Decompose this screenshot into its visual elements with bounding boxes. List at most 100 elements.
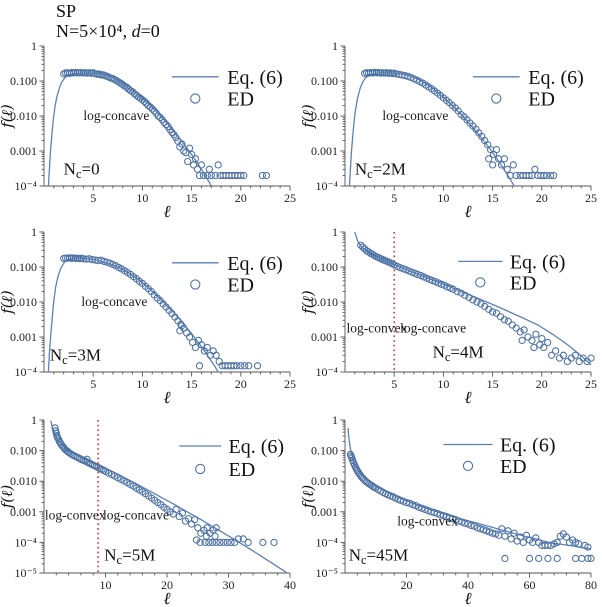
y-tick-label: 0.001 [311,330,338,344]
figure-header: SP N=5×10⁴, d=0 [56,1,160,41]
ed-point [473,524,481,532]
ed-point [458,518,466,526]
legend-eq6-label: Eq. (6) [227,253,283,275]
ed-point [584,554,592,563]
ed-point [584,543,592,551]
ed-point [547,351,556,359]
axes [340,231,592,377]
ed-point [178,140,186,148]
ed-point [194,524,202,532]
ed-point [184,157,192,166]
y-tick-label: 1 [31,225,37,239]
nc-label: Nc=4M [433,342,484,364]
legend-ed-label: ED [510,272,537,294]
ed-point [178,509,187,517]
x-axis-title: ℓ [464,388,471,406]
ed-point [448,514,457,523]
tick-labels: 5 10 15 20 25 1 0.100 0.010 0.001 10⁻⁴ [10,225,296,391]
y-tick-label: 0.001 [311,144,338,158]
region-label: log-concave [83,108,149,123]
y-tick-label: 1 [332,39,338,53]
ed-point [465,293,473,302]
legend-point-sample [462,460,474,472]
ed-point [150,107,158,115]
ed-point [553,554,561,563]
ed-point [498,525,506,533]
y-tick-label: 10⁻⁴ [315,179,338,193]
ed-point [364,248,373,256]
y-tick-label: 0.010 [311,295,338,309]
y-tick-label: 10⁻⁴ [14,365,37,379]
ed-point [477,300,485,308]
ed-point [253,362,262,370]
ed-point [485,155,493,163]
x-tick-label: 20 [235,377,247,391]
ed-point [482,527,491,535]
region-label: log-concave [382,108,448,123]
ed-point [240,171,248,180]
legend-ed-label: ED [500,456,527,478]
ed-point [148,105,156,113]
x-tick-label: 40 [462,578,474,592]
ed-points [60,254,262,370]
x-tick-label: 20 [235,191,247,205]
x-tick-label: 30 [223,578,235,592]
ed-point [516,328,524,336]
ed-point [172,505,180,514]
axes [39,231,291,377]
nc-label: Nc=5M [104,545,155,567]
x-tick-label: 80 [585,578,597,592]
ed-point [540,171,548,180]
y-tick-label: 0.001 [311,505,338,519]
panel-nc-0: 5 10 15 20 25 1 0.100 0.010 0.001 10⁻⁴ ℓ f(ℓ) Eq. (6… [0,39,296,220]
ed-point [262,171,271,180]
y-tick-label: 10⁻⁴ [315,535,338,549]
x-axis-title: ℓ [163,202,170,220]
ed-point [211,171,219,180]
y-tick-label: 0.010 [10,295,37,309]
y-tick-label: 0.100 [311,74,338,88]
ed-point [513,537,521,545]
ed-point [525,554,534,563]
panel-nc-4m: 5 10 15 20 25 1 0.100 0.010 0.001 10⁻⁴ ℓ f(ℓ) Eq. (6… [301,225,597,406]
ed-point [203,171,211,180]
ed-point [233,362,241,370]
x-tick-label: 5 [391,191,397,205]
ed-point [259,538,267,547]
x-tick-label: 20 [161,578,173,592]
x-tick-label: 15 [487,191,499,205]
region-label: log-convex [397,513,458,528]
ed-point [461,291,469,299]
ed-point [587,354,595,362]
y-axis-title: f(ℓ) [0,485,16,510]
ed-point [492,145,501,154]
ed-point [219,538,228,547]
ed-point [187,150,196,159]
ed-point [146,103,154,111]
ed-point [172,134,180,142]
y-tick-label: 10⁻⁴ [14,535,37,549]
ed-point [415,503,423,511]
ed-point [457,289,465,297]
legend-point-sample [190,279,201,290]
ed-points [357,241,595,366]
ed-point [208,538,217,547]
y-tick-label: 1 [31,413,37,427]
ed-point [402,498,411,507]
ed-point [223,538,231,547]
ed-point [575,357,583,366]
ed-point [191,343,200,352]
ed-point [497,161,506,169]
legend-eq6-label: Eq. (6) [229,436,285,458]
ed-point [525,171,533,180]
ed-point [501,532,509,540]
axes [340,419,592,578]
region-label: log-concave [81,294,147,309]
axes [39,419,291,578]
ed-point [520,326,528,334]
legend: Eq. (6)ED [458,251,565,294]
x-tick-label: 15 [186,377,198,391]
region-label: log-concave [400,320,466,335]
legend-point-sample [195,463,206,475]
